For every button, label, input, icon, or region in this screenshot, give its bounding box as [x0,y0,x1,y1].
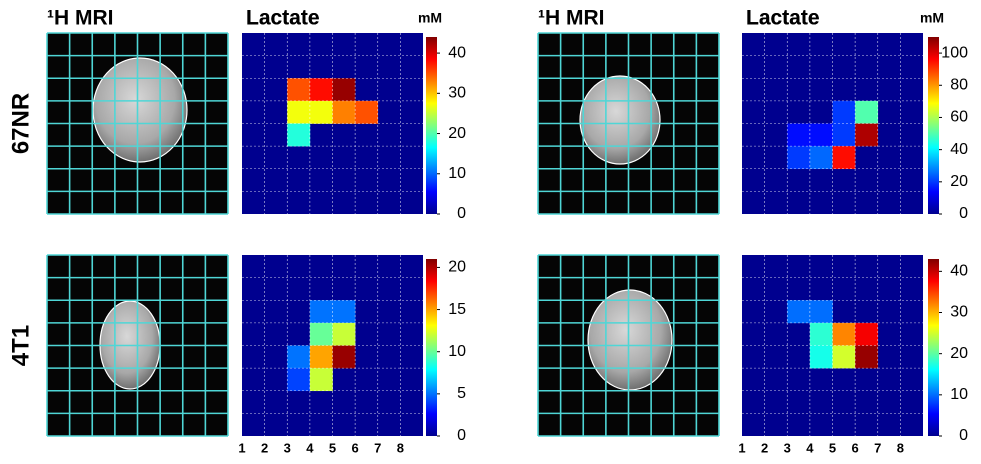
colorbar [928,259,939,436]
colorbar-tick-label: 10 [950,386,968,403]
x-tick-label: 7 [874,440,881,455]
colorbar-tick-label: 30 [448,85,466,102]
colorbar-tick-label: 20 [950,345,968,362]
heat-cell [809,322,833,346]
row-label: 4T1 [7,325,34,366]
heatmap-title: Lactate [246,7,320,30]
colorbar-tick-label: 0 [959,427,968,444]
heat-cell [832,322,856,346]
colorbar-tick-label: 40 [950,141,968,158]
x-tick-label: 8 [397,440,404,455]
x-tick-label: 3 [784,440,791,455]
colorbar-tick-label: 15 [448,301,466,318]
heat-cell [855,123,879,147]
heat-cell [309,300,333,324]
x-tick-label: 1 [238,440,245,455]
x-tick-label: 1 [738,440,745,455]
heat-cell [809,345,833,369]
heat-cell [787,300,811,324]
x-tick-label: 8 [897,440,904,455]
heat-cell [809,146,833,170]
x-tick-label: 5 [829,440,836,455]
tissue [587,289,673,391]
x-tick-label: 3 [284,440,291,455]
heatmap-title: Lactate [246,7,320,30]
colorbar-tick-label: 20 [950,173,968,190]
colorbar [426,37,437,214]
colorbar-tick-label: 10 [448,343,466,360]
heat-cell [855,345,879,369]
heat-cell [332,345,356,369]
heat-cell [287,345,311,369]
heatmap-title: Lactate [746,7,820,30]
heat-cell [309,78,333,102]
colorbar-tick-label: 0 [959,205,968,222]
colorbar-tick-label: 0 [457,205,466,222]
colorbar-tick-label: 5 [457,385,466,402]
colorbar-tick-label: 0 [457,427,466,444]
heat-cell [287,78,311,102]
row-label: 67NR [7,93,34,154]
heat-cell [832,100,856,124]
x-tick-label: 6 [352,440,359,455]
colorbar-tick-label: 60 [950,109,968,126]
x-tick-label: 4 [306,440,314,455]
x-tick-label: 5 [329,440,336,455]
heat-cell [809,123,833,147]
heat-cell [787,146,811,170]
colorbar-unit: mM [418,10,442,26]
heat-cell [287,100,311,124]
colorbar-tick-label: 10 [448,165,466,182]
colorbar [928,37,939,214]
colorbar-tick-label: 80 [950,76,968,93]
x-tick-label: 4 [806,440,814,455]
heat-cell [332,300,356,324]
heat-cell [787,123,811,147]
colorbar-tick-label: 30 [950,304,968,321]
heat-cell [855,322,879,346]
x-tick-label: 2 [261,440,268,455]
heat-cell [309,100,333,124]
heat-cell [832,123,856,147]
heat-cell [355,100,379,124]
x-tick-label: 2 [761,440,768,455]
heat-cell [832,146,856,170]
heatmap-title: Lactate [746,7,820,30]
colorbar-tick-label: 40 [448,44,466,61]
heat-cell [287,368,311,392]
heat-cell [309,368,333,392]
heat-cell [832,345,856,369]
image-label: ¹H MRI [47,7,114,30]
colorbar-tick-label: 20 [448,125,466,142]
heat-cell [309,322,333,346]
x-tick-label: 7 [374,440,381,455]
colorbar [426,259,437,436]
heat-cell [332,322,356,346]
heat-cell [332,78,356,102]
heat-cell [287,123,311,147]
tissue [579,75,661,165]
colorbar-tick-label: 100 [941,44,968,61]
colorbar-tick-label: 40 [950,263,968,280]
heat-cell [855,100,879,124]
heat-cell [809,300,833,324]
colorbar-tick-label: 20 [448,259,466,276]
colorbar-unit: mM [920,10,944,26]
heat-cell [332,100,356,124]
heat-cell [309,345,333,369]
image-label: ¹H MRI [538,7,605,30]
x-tick-label: 6 [852,440,859,455]
